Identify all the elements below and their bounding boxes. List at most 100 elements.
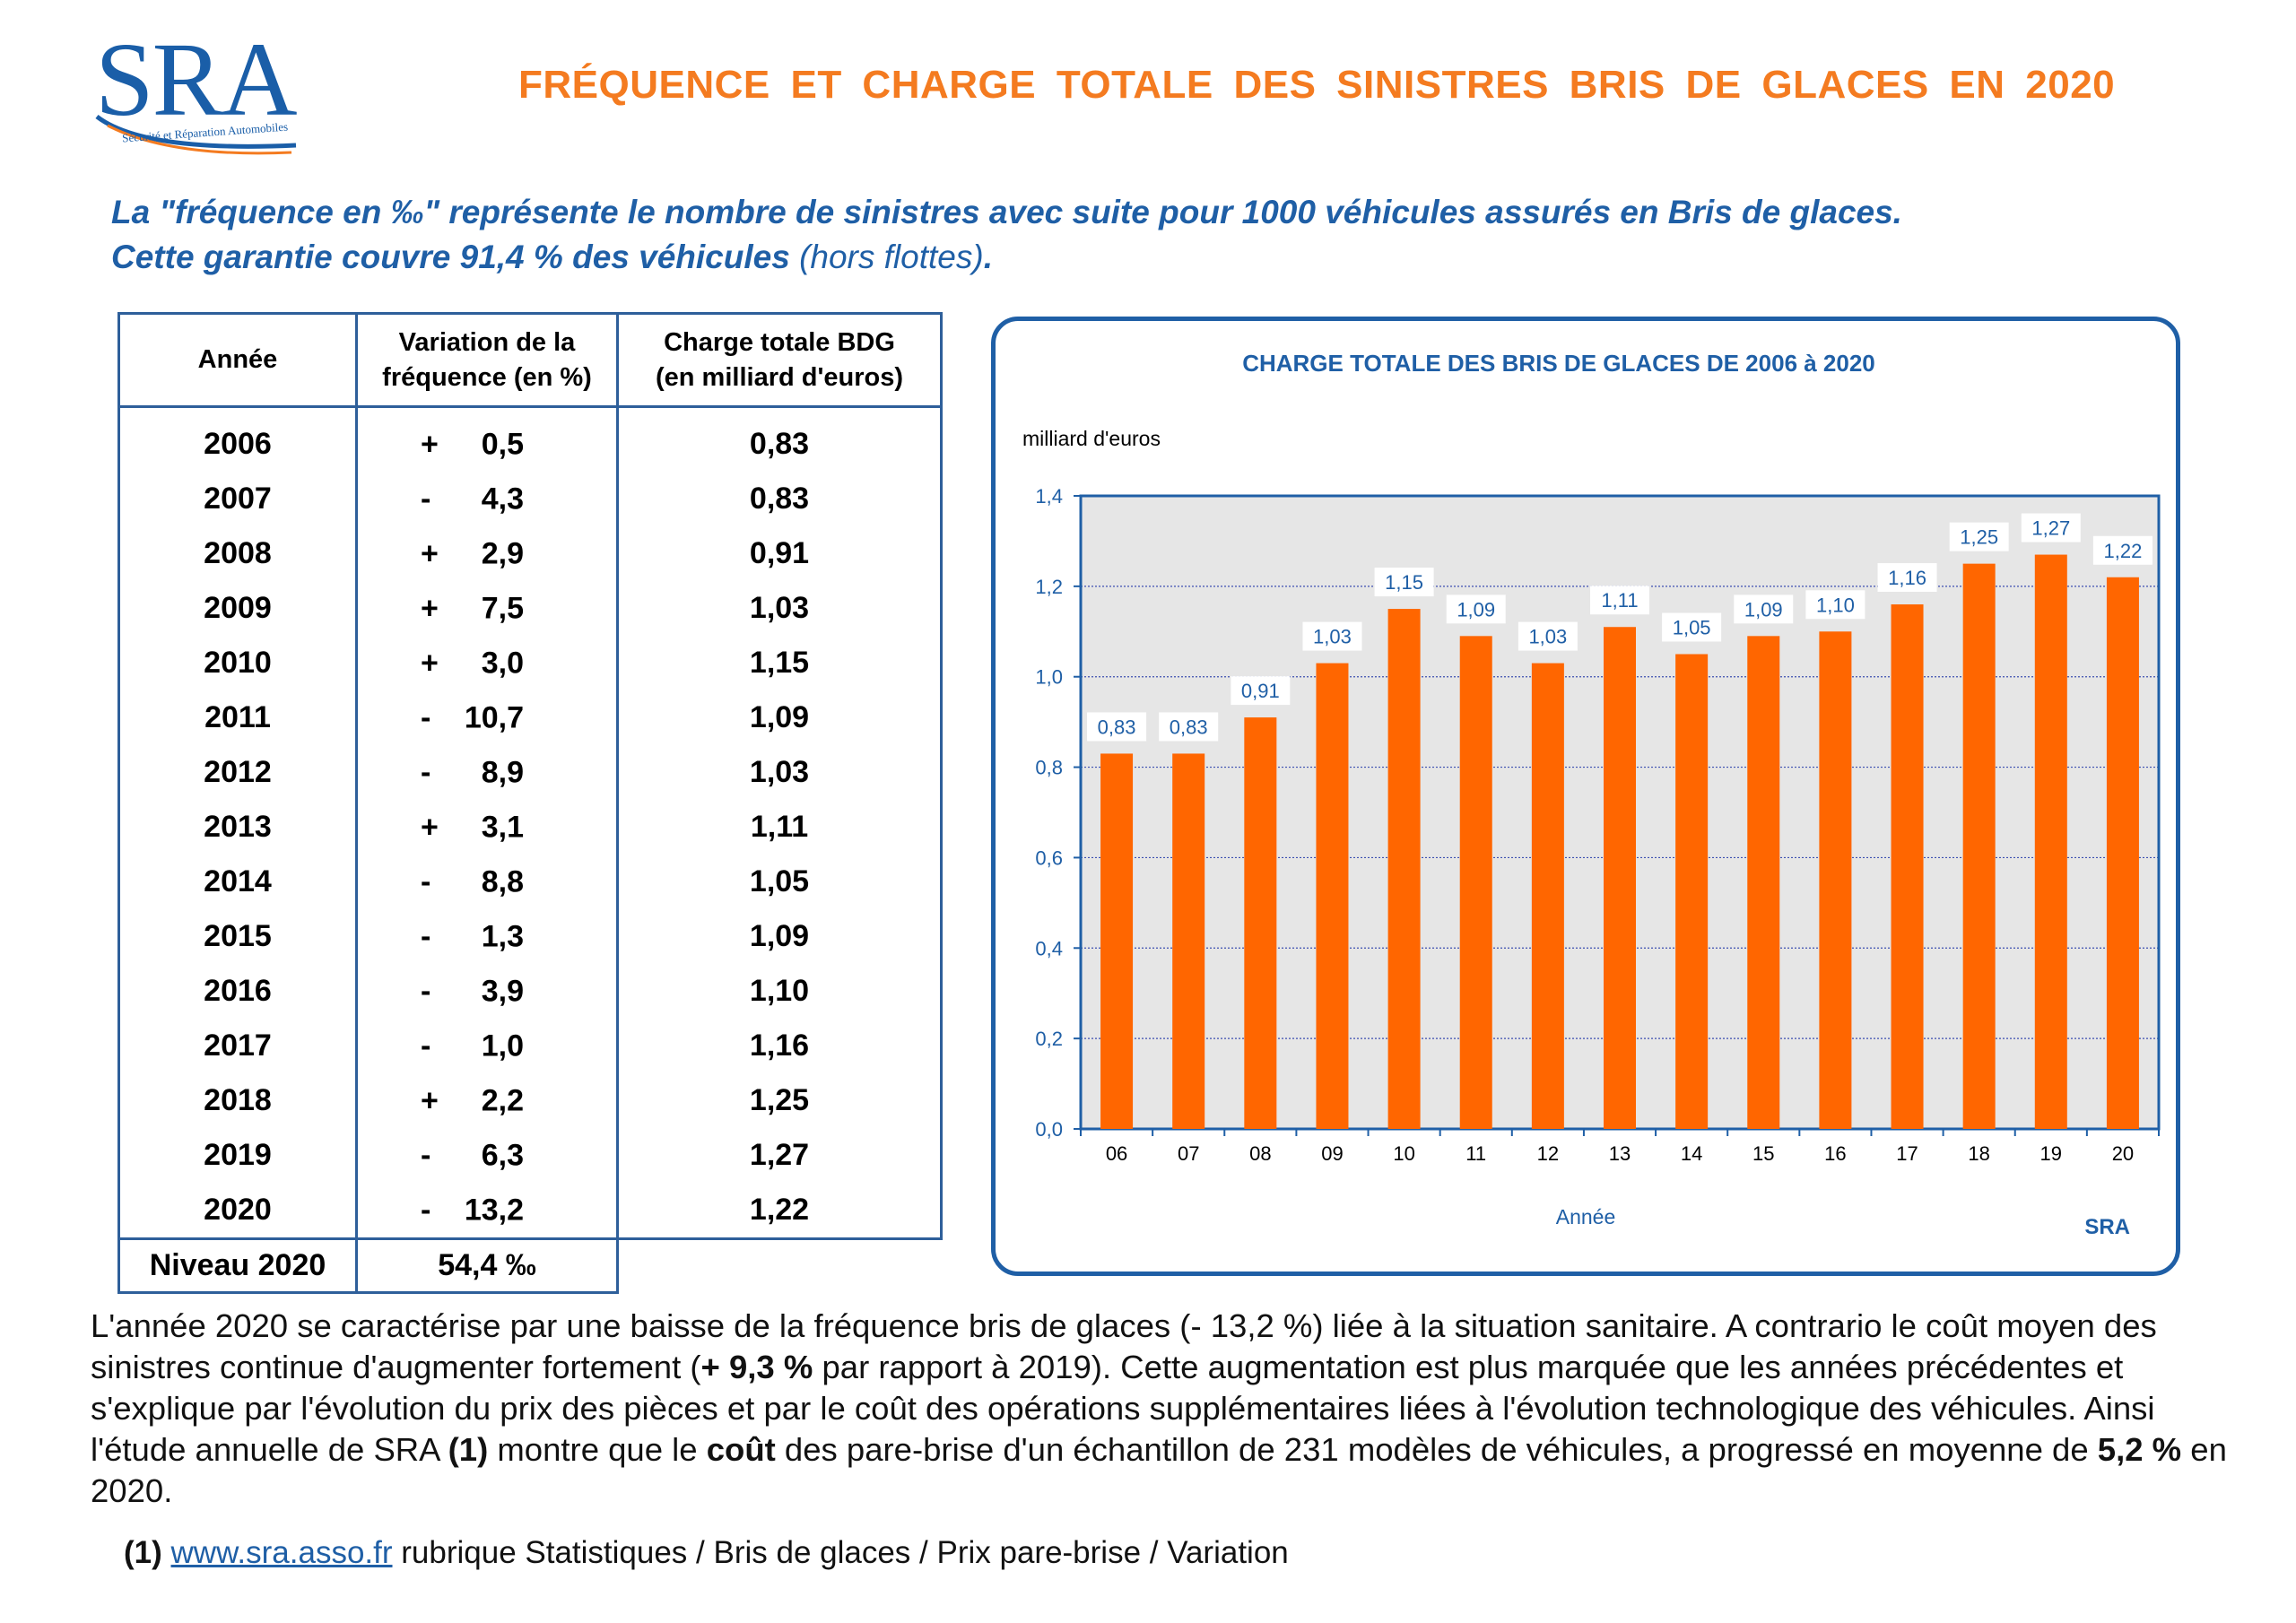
table-row: 2008 +2,9 0,91 <box>117 526 943 581</box>
cell-charge: 1,27 <box>616 1128 943 1183</box>
data-label-bg <box>1159 712 1219 742</box>
table-row: 2016 - 3,9 1,10 <box>117 964 943 1019</box>
data-label-bg <box>1231 676 1291 706</box>
sra-logo: SRA Sécurité et Réparation Automobiles <box>90 27 305 161</box>
cell-year: 2014 <box>117 855 358 909</box>
cell-variation: - 3,9 <box>355 964 619 1019</box>
bar-chart: CHARGE TOTALE DES BRIS DE GLACES DE 2006… <box>1022 350 2161 1239</box>
variation-sign: - <box>421 919 431 953</box>
cell-charge: 1,10 <box>616 964 943 1019</box>
intro-line-2-end: . <box>983 239 993 275</box>
table-row: 2011-10,7 1,09 <box>117 690 943 745</box>
level-label: Niveau 2020 <box>117 1237 358 1294</box>
level-blank <box>617 1237 942 1293</box>
cell-variation: - 4,3 <box>355 472 619 526</box>
bar <box>1819 631 1852 1129</box>
cell-year: 2010 <box>117 636 358 690</box>
cell-year: 2009 <box>117 581 358 636</box>
bar <box>1100 753 1134 1129</box>
x-tick-label: 13 <box>1609 1142 1631 1165</box>
variation-value: 10,7 <box>464 700 524 734</box>
data-label-bg <box>1374 568 1434 597</box>
table-row: 2012 - 8,9 1,03 <box>117 745 943 800</box>
cell-variation: -10,7 <box>355 690 619 745</box>
cell-year: 2020 <box>117 1183 358 1240</box>
data-label-bg <box>1949 522 2009 551</box>
data-label: 1,05 <box>1673 617 1711 639</box>
data-label-bg <box>1087 712 1147 742</box>
sra-website-link[interactable]: www.sra.asso.fr <box>170 1535 393 1570</box>
cell-charge: 1,22 <box>616 1183 943 1240</box>
para-part-4: des pare-brise d'un échantillon de 231 m… <box>775 1431 2098 1468</box>
data-label: 1,09 <box>1744 598 1783 621</box>
data-label: 1,03 <box>1313 626 1352 648</box>
table-row: 2018 +2,2 1,25 <box>117 1073 943 1128</box>
variation-value: 13,2 <box>464 1193 524 1227</box>
data-label-bg <box>2092 535 2152 565</box>
cell-charge: 0,83 <box>616 472 943 526</box>
commentary-paragraph: L'année 2020 se caractérise par une bais… <box>91 1306 2243 1512</box>
cell-year: 2019 <box>117 1128 358 1183</box>
bar <box>1459 636 1492 1129</box>
cell-year: 2006 <box>117 406 358 472</box>
cell-charge: 1,03 <box>616 581 943 636</box>
cell-year: 2012 <box>117 745 358 800</box>
data-label: 1,25 <box>1960 526 1998 549</box>
x-tick-label: 20 <box>2112 1142 2134 1165</box>
cell-variation: +3,0 <box>355 636 619 690</box>
x-tick-label: 16 <box>1824 1142 1846 1165</box>
cell-charge: 1,03 <box>616 745 943 800</box>
y-tick-label: 0,0 <box>1035 1118 1063 1141</box>
cell-year: 2016 <box>117 964 358 1019</box>
cell-variation: +3,1 <box>355 800 619 855</box>
data-label: 1,16 <box>1888 567 1926 589</box>
chart-source: SRA <box>2084 1215 2130 1239</box>
cell-variation: - 1,0 <box>355 1019 619 1073</box>
bar <box>1962 563 1996 1129</box>
logo-text: SRA <box>95 21 298 138</box>
table-row: 2009 +7,5 1,03 <box>117 581 943 636</box>
intro-line-2-bold: Cette garantie couvre 91,4 % des véhicul… <box>111 239 800 275</box>
x-tick-label: 07 <box>1178 1142 1199 1165</box>
cell-variation: +2,2 <box>355 1073 619 1128</box>
para-bold-3: coût <box>706 1431 776 1468</box>
data-label: 1,15 <box>1385 571 1423 594</box>
data-table: Année Variation de la fréquence (en %) Ch… <box>117 312 943 1294</box>
logo-swoosh-icon <box>95 115 297 155</box>
header-charge-line-1: Charge totale BDG <box>664 327 895 357</box>
y-tick-label: 0,8 <box>1035 757 1063 779</box>
cell-variation: - 6,3 <box>355 1128 619 1183</box>
y-tick-label: 1,0 <box>1035 666 1063 689</box>
cell-variation: - 8,9 <box>355 745 619 800</box>
table-header-row: Année Variation de la fréquence (en %) Ch… <box>117 312 943 408</box>
data-label-bg <box>1590 586 1649 615</box>
data-label-bg <box>1302 621 1362 651</box>
x-tick-label: 10 <box>1393 1142 1414 1165</box>
chart-title: CHARGE TOTALE DES BRIS DE GLACES DE 2006… <box>1242 350 1875 377</box>
table-row: 2014 - 8,8 1,05 <box>117 855 943 909</box>
cell-charge: 0,91 <box>616 526 943 581</box>
page-title: FRÉQUENCE ET CHARGE TOTALE DES SINISTRES… <box>518 63 2116 107</box>
bar <box>1891 604 1924 1129</box>
level-row: Niveau 2020 54,4 ‰ <box>117 1237 942 1294</box>
para-part-3: montre que le <box>488 1431 707 1468</box>
x-tick-label: 17 <box>1896 1142 1918 1165</box>
level-value: 54,4 ‰ <box>355 1237 619 1294</box>
data-label-bg <box>1662 612 1722 642</box>
variation-value: 3,1 <box>481 810 524 844</box>
x-tick-label: 19 <box>2040 1142 2062 1165</box>
variation-value: 2,2 <box>481 1083 524 1117</box>
x-tick-label: 08 <box>1249 1142 1271 1165</box>
x-tick-label: 11 <box>1465 1142 1486 1165</box>
x-tick-label: 12 <box>1537 1142 1559 1165</box>
table-row: 2010 +3,0 1,15 <box>117 636 943 690</box>
x-axis-label: Année <box>1556 1205 1616 1228</box>
table-row: 2020-13,2 1,22 <box>117 1183 943 1240</box>
data-label-bg <box>1446 595 1506 624</box>
variation-value: 3,9 <box>481 974 524 1008</box>
y-tick-label: 0,6 <box>1035 846 1063 869</box>
table-row: 2019 - 6,3 1,27 <box>117 1128 943 1183</box>
data-label-bg <box>1805 590 1866 620</box>
intro-line-1: La "fréquence en ‰" représente le nombre… <box>111 194 1902 230</box>
cell-charge: 1,16 <box>616 1019 943 1073</box>
